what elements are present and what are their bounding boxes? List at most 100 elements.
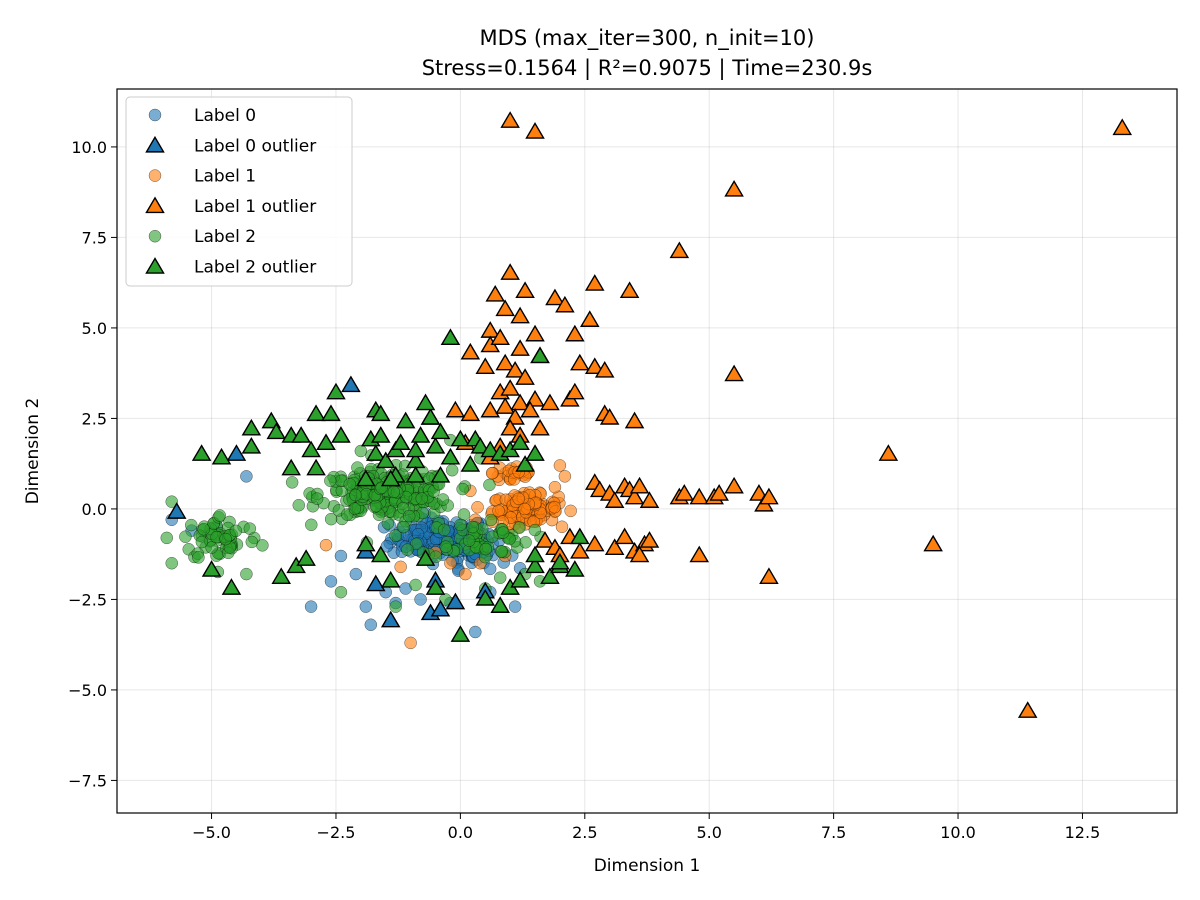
data-point xyxy=(240,567,253,581)
data-point xyxy=(348,502,362,515)
data-point xyxy=(402,509,416,523)
x-axis-ticks: −5.0 −2.5 0.0 2.5 5.0 7.5 10.0 12.5 xyxy=(192,813,1100,842)
outlier-point xyxy=(415,549,436,566)
outlier-point xyxy=(356,469,376,487)
legend-marker xyxy=(145,196,165,214)
outlier-point xyxy=(430,599,451,617)
outlier-point xyxy=(366,574,386,592)
outlier-point xyxy=(420,408,441,425)
outlier-point xyxy=(530,346,550,364)
data-point xyxy=(439,540,453,553)
data-point xyxy=(454,518,467,532)
outlier-point xyxy=(510,306,530,324)
data-point xyxy=(558,470,572,483)
chart-title: MDS (max_iter=300, n_init=10) xyxy=(480,26,815,51)
grid-lines xyxy=(117,89,1177,813)
data-point xyxy=(397,520,410,534)
outlier-point xyxy=(301,440,321,458)
outlier-point xyxy=(425,436,446,454)
outlier-point xyxy=(221,578,242,595)
outlier-point xyxy=(584,274,605,291)
data-point xyxy=(513,521,526,534)
outlier-point xyxy=(759,567,779,584)
data-point xyxy=(401,543,414,556)
outlier-point xyxy=(291,426,311,443)
data-point xyxy=(245,535,259,549)
data-point xyxy=(444,556,457,570)
outlier-point xyxy=(689,487,710,505)
data-point xyxy=(495,545,509,558)
outlier-point xyxy=(530,418,550,436)
outlier-point xyxy=(226,444,247,461)
data-point xyxy=(485,466,499,480)
outlier-point xyxy=(565,560,585,577)
data-point xyxy=(512,492,525,506)
outlier-point xyxy=(535,531,555,548)
outlier-point xyxy=(500,418,520,436)
outlier-point xyxy=(201,560,222,577)
data-point xyxy=(483,478,496,492)
outlier-point xyxy=(565,324,585,342)
outlier-point xyxy=(594,360,615,378)
outlier-point xyxy=(356,534,376,552)
y-axis-label: Dimension 2 xyxy=(23,398,43,505)
outlier-point xyxy=(266,422,287,440)
outlier-point xyxy=(589,480,610,498)
y-tick-label: 5.0 xyxy=(82,319,107,338)
outlier-point xyxy=(555,295,575,313)
outlier-point xyxy=(485,284,505,302)
legend-marker xyxy=(145,257,165,274)
outlier-point xyxy=(689,545,710,563)
outlier-point xyxy=(470,436,491,454)
outlier-point xyxy=(460,404,481,422)
outlier-point xyxy=(380,570,401,588)
data-point xyxy=(334,585,348,599)
outlier-point xyxy=(480,400,501,418)
outlier-point xyxy=(475,357,496,375)
outlier-point xyxy=(316,433,336,451)
x-tick-label: 2.5 xyxy=(572,823,597,842)
outlier-point xyxy=(241,418,262,436)
outlier-point xyxy=(639,491,660,508)
outlier-point xyxy=(674,484,695,501)
data-point xyxy=(165,556,178,570)
data-point xyxy=(213,509,226,522)
legend-marker xyxy=(145,135,165,153)
data-point xyxy=(243,522,257,535)
outlier-point xyxy=(565,382,585,400)
data-point xyxy=(485,530,499,544)
outlier-point xyxy=(430,422,451,440)
outlier-point xyxy=(370,426,391,443)
outlier-point xyxy=(366,444,386,461)
outlier-point xyxy=(540,567,560,584)
outlier-point xyxy=(584,357,605,375)
data-point xyxy=(462,534,476,547)
data-point xyxy=(436,493,450,506)
outlier-point xyxy=(390,433,411,451)
data-point xyxy=(197,522,210,536)
data-point xyxy=(319,538,333,552)
outlier-point xyxy=(460,455,481,472)
data-points xyxy=(160,111,1133,718)
y-tick-label: −7.5 xyxy=(68,771,107,790)
data-point xyxy=(195,535,209,549)
data-point xyxy=(359,600,373,613)
legend-label: Label 2 outlier xyxy=(194,258,316,278)
data-point xyxy=(484,513,498,527)
outlier-point xyxy=(579,310,600,327)
outlier-point xyxy=(445,400,466,418)
outlier-point xyxy=(624,487,645,505)
data-point xyxy=(555,520,569,534)
data-point xyxy=(518,502,531,516)
outlier-point xyxy=(724,476,744,494)
outlier-point xyxy=(331,426,351,443)
x-tick-label: 5.0 xyxy=(696,823,721,842)
y-tick-label: 2.5 xyxy=(82,409,107,428)
data-point xyxy=(394,560,407,574)
outlier-point xyxy=(440,328,461,346)
outlier-point xyxy=(540,393,560,411)
outlier-point xyxy=(326,382,346,400)
data-point xyxy=(508,600,522,613)
outlier-point xyxy=(405,440,426,458)
